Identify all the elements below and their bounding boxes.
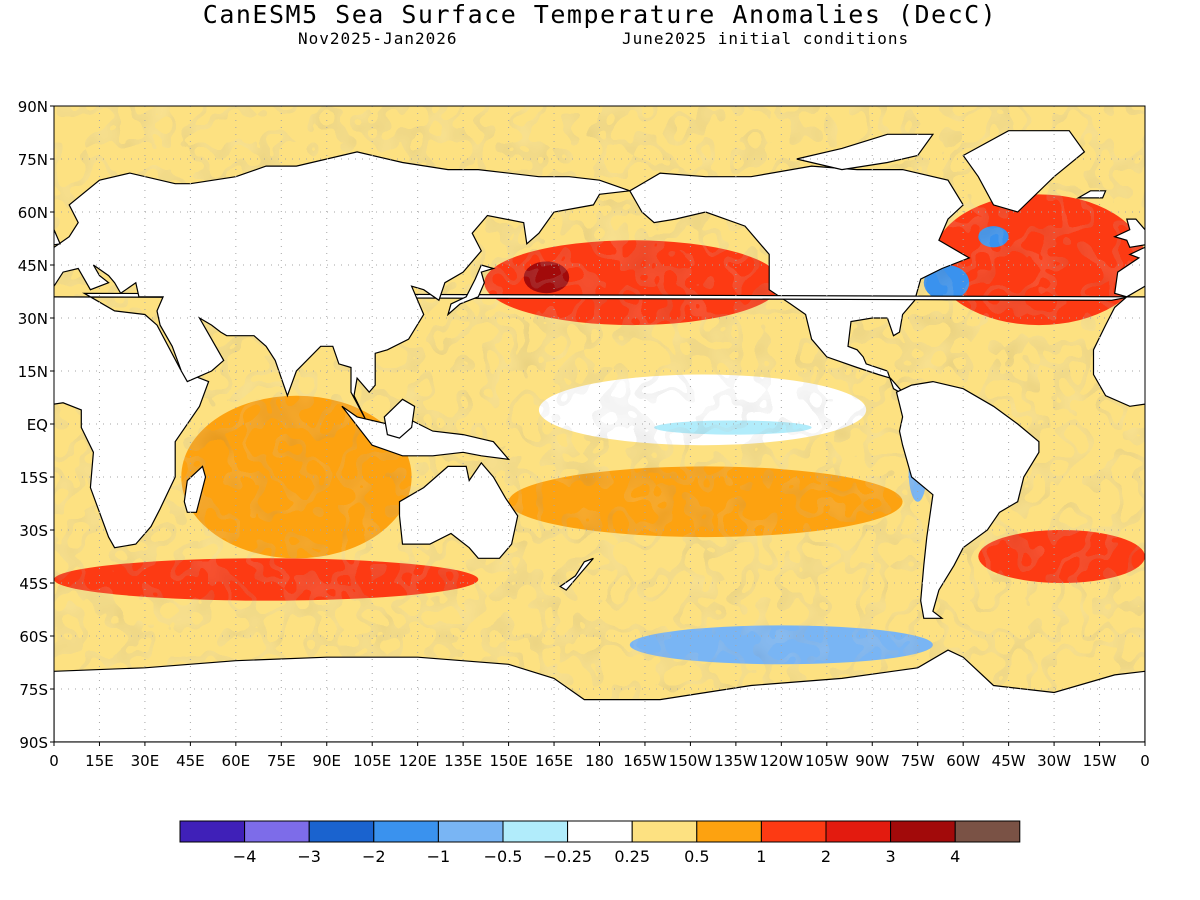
colorbar-swatch [567,820,633,843]
lon-tick-label: 150W [669,752,713,770]
lat-tick-label: 30N [18,310,48,328]
colorbar-label: 2 [821,847,831,866]
chart-subtitle-init: June2025 initial conditions [622,29,910,48]
colorbar-label: −4 [233,847,257,866]
land-africa [54,292,1130,549]
colorbar-label: −2 [362,847,386,866]
lon-tick-label: 165W [623,752,667,770]
colorbar-swatch [954,820,1021,843]
land-british-isles-wrap [1113,218,1145,248]
colorbar-swatch [825,820,892,843]
lon-tick-label: 120E [399,752,437,770]
colorbar-swatch [244,820,310,843]
chart-subtitle-period: Nov2025-Jan2026 [298,29,458,48]
plot-area [54,106,1145,742]
lon-tick-label: 105W [805,752,849,770]
lat-tick-label: 15N [18,363,48,381]
lon-tick-label: 165E [535,752,573,770]
lon-tick-label: 120W [760,752,804,770]
colorbar-label: −0.25 [543,847,592,866]
lat-tick-label: 30S [19,522,48,540]
lon-tick-label: 15E [85,752,114,770]
colorbar-label: −3 [297,847,321,866]
lon-tick-label: 45E [176,752,205,770]
lon-tick-label: 180 [585,752,614,770]
lat-tick-label: 90N [18,98,48,116]
colorbar-swatch [373,820,439,843]
colorbar-swatch [308,820,375,843]
lon-tick-label: 105E [353,752,391,770]
land-africa-wrap [1092,296,1145,407]
lon-tick-label: 75W [901,752,935,770]
lon-tick-label: 60W [946,752,980,770]
land-australia [398,461,519,559]
lon-tick-label: 90W [855,752,889,770]
lon-tick-label: 30E [131,752,160,770]
lat-tick-label: 75S [19,681,48,699]
colorbar-label: 3 [886,847,896,866]
land-japan [446,264,496,317]
lon-tick-label: 75E [267,752,296,770]
lat-tick-label: 90S [19,734,48,752]
lon-tick-label: 135W [714,752,758,770]
lat-tick-label: 45S [19,575,48,593]
land-new-zealand [558,557,594,591]
colorbar-label: 0.5 [684,847,709,866]
lon-tick-label: 135E [444,752,482,770]
lon-tick-label: 0 [49,752,59,770]
colorbar: −4 −3 −2 −1 −0.5 −0.25 0.25 0.5 1 2 3 4 [179,820,1021,866]
lat-tick-label: 45N [18,257,48,275]
lon-tick-label: 30W [1037,752,1071,770]
colorbar-label: −0.5 [484,847,523,866]
lat-tick-label: 60N [18,204,48,222]
land-british-isles [54,228,61,246]
land-madagascar [183,465,207,513]
lat-tick-label: 75N [18,151,48,169]
colorbar-swatch [631,820,698,843]
lon-tick-label: 150E [490,752,528,770]
colorbar-label: 0.25 [614,847,650,866]
colorbar-label: 1 [756,847,766,866]
lat-tick-label: EQ [27,416,48,434]
lat-tick-label: 60S [19,628,48,646]
land-eurasia [54,151,630,421]
colorbar-label: −1 [427,847,451,866]
land-north-america [628,165,971,397]
lat-tick-label: 15S [19,469,48,487]
lon-tick-label: 0 [1140,752,1150,770]
colorbar-swatch [437,820,504,843]
land-borneo [383,398,416,439]
chart-title: CanESM5 Sea Surface Temperature Anomalie… [202,0,998,29]
colorbar-swatch [760,820,827,843]
colorbar-swatch [890,820,956,843]
land-eurasia-wrap [1114,246,1145,298]
lon-tick-label: 90E [312,752,341,770]
colorbar-swatch [502,820,569,843]
graticule [54,106,1145,742]
lon-tick-label: 60E [222,752,251,770]
lon-tick-label: 45W [992,752,1026,770]
land-iceland [1076,190,1107,199]
colorbar-swatch [179,820,246,843]
colorbar-swatch [696,820,762,843]
land-canadian-arctic [796,133,935,171]
lon-tick-label: 15W [1083,752,1117,770]
colorbar-label: 4 [950,847,960,866]
land-south-america [895,380,1040,619]
